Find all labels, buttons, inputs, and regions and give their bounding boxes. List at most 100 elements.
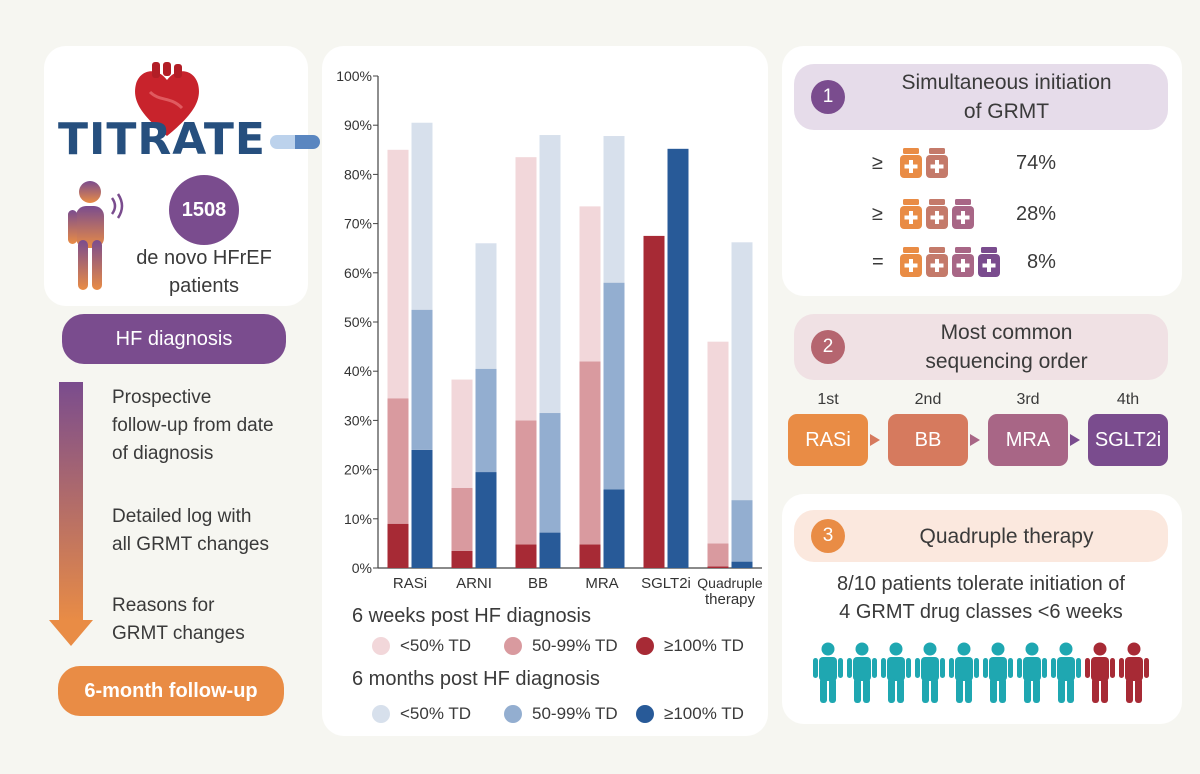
section-2-title: Most common sequencing order: [845, 318, 1168, 376]
row-3-comparator: =: [872, 251, 884, 273]
x-tick-label: Quadruple: [697, 575, 763, 591]
bar-segment: [603, 489, 625, 568]
bar-segment: [603, 136, 625, 283]
legend-weeks-item-1: <50% TD: [372, 636, 471, 656]
y-tick-label: 20%: [344, 462, 372, 478]
row-3-percent: 8%: [1027, 251, 1056, 273]
bar-segment: [451, 550, 473, 568]
bar-segment: [411, 122, 433, 310]
bar-segment: [707, 341, 729, 544]
y-tick-label: 10%: [344, 511, 372, 527]
bar-segment: [451, 487, 473, 551]
pill-bottle-icon: [952, 247, 974, 277]
seq-sglt2i-box: SGLT2i: [1088, 414, 1168, 466]
person-icon: [948, 642, 980, 704]
bar-segment: [475, 368, 497, 473]
person-icon: [846, 642, 878, 704]
section-2-header: 2 Most common sequencing order: [794, 314, 1168, 380]
legend-months-label-1: <50% TD: [400, 704, 472, 723]
section-2-title-line-2: sequencing order: [925, 350, 1088, 373]
order-1st: 1st: [817, 391, 839, 408]
x-tick-label: SGLT2i: [641, 575, 691, 592]
legend-swatch: [504, 705, 522, 723]
chart: 0% 10% 20% 30% 40% 50% 60% 70% 80% 90% 100% RASi ARN…: [336, 68, 763, 608]
step-3-text: Reasons for GRMT changes: [112, 592, 245, 648]
pill-bottle-icon: [900, 199, 922, 229]
section-1-title-line-2: of GRMT: [963, 100, 1050, 123]
pill-bottle-icon: [926, 199, 948, 229]
x-tick-label: therapy: [705, 591, 756, 608]
pill-bottle-icon: [952, 199, 974, 229]
legend-months-label-3: ≥100% TD: [664, 704, 744, 723]
y-tick-label: 90%: [344, 117, 372, 133]
patients-label: de novo HFrEF patients: [134, 244, 274, 300]
seq-mra-box: MRA: [988, 414, 1068, 466]
bar-segment: [603, 282, 625, 490]
legend-swatch: [636, 637, 654, 655]
bar-segment: [731, 242, 753, 501]
bar-segment: [515, 544, 537, 568]
person-icon: [982, 642, 1014, 704]
bar-segment: [515, 420, 537, 545]
pill-bottle-icon: [926, 148, 948, 178]
legend-weeks-title: 6 weeks post HF diagnosis: [352, 605, 592, 627]
patients-count-badge: 1508: [169, 175, 239, 245]
legend-weeks-item-3: ≥100% TD: [636, 636, 744, 656]
y-tick-label: 30%: [344, 412, 372, 428]
y-tick-label: 40%: [344, 363, 372, 379]
y-tick-label: 60%: [344, 265, 372, 281]
bar-segment: [579, 361, 601, 545]
legend-weeks-label-1: <50% TD: [400, 636, 472, 655]
bar-segment: [387, 523, 409, 568]
bar-segment: [387, 149, 409, 399]
hf-diagnosis-label: HF diagnosis: [115, 327, 233, 350]
legend-months-item-3: ≥100% TD: [636, 704, 744, 724]
patient-icon: [68, 181, 124, 290]
bar-segment: [579, 544, 601, 568]
legend-weeks-label-3: ≥100% TD: [664, 636, 744, 655]
y-tick-label: 0%: [352, 560, 372, 576]
bar-segment: [539, 135, 561, 414]
bar-segment: [515, 157, 537, 421]
order-3rd: 3rd: [1016, 391, 1040, 408]
six-month-followup-label: 6-month follow-up: [84, 679, 258, 702]
section-1-number: 1: [811, 80, 845, 114]
seq-arrow-3: [1070, 434, 1080, 446]
section-3-text-line-2: 4 GRMT drug classes <6 weeks: [839, 601, 1123, 623]
person-icon: [1118, 642, 1150, 704]
step-1-line-3: of diagnosis: [112, 443, 214, 464]
timeline-arrowhead: [49, 620, 93, 646]
bar-segment: [579, 206, 601, 362]
x-tick-label: MRA: [585, 575, 618, 592]
legend-months-item-1: <50% TD: [372, 704, 471, 724]
person-icon: [914, 642, 946, 704]
patients-label-line-1: de novo HFrEF: [136, 247, 272, 269]
pill-bottle-icon: [926, 247, 948, 277]
timeline-arrow: [59, 382, 83, 622]
patients-count: 1508: [181, 198, 227, 221]
bar-segment: [707, 566, 729, 568]
pill-bottle-icon: [978, 247, 1000, 277]
step-2-line-2: all GRMT changes: [112, 534, 269, 555]
hf-diagnosis-pill: HF diagnosis: [62, 314, 286, 364]
person-icon: [1016, 642, 1048, 704]
bar-segment: [667, 148, 689, 568]
legend-swatch: [372, 705, 390, 723]
pill-bottle-icon: [900, 148, 922, 178]
section-3-text: 8/10 patients tolerate initiation of 4 G…: [794, 570, 1168, 626]
seq-rasi-box: RASi: [788, 414, 868, 466]
x-tick-label: ARNI: [456, 575, 492, 592]
section-2-number: 2: [811, 330, 845, 364]
section-3-header: 3 Quadruple therapy: [794, 510, 1168, 562]
step-1-line-1: Prospective: [112, 387, 212, 408]
person-icon: [812, 642, 844, 704]
legend-swatch: [372, 637, 390, 655]
section-1-header: 1 Simultaneous initiation of GRMT: [794, 64, 1168, 130]
bar-segment: [731, 500, 753, 562]
person-icon: [880, 642, 912, 704]
legend-weeks-label-2: 50-99% TD: [532, 636, 618, 655]
y-tick-label: 80%: [344, 166, 372, 182]
step-2-line-1: Detailed log with: [112, 506, 252, 527]
bar-segment: [539, 413, 561, 533]
y-tick-label: 50%: [344, 314, 372, 330]
